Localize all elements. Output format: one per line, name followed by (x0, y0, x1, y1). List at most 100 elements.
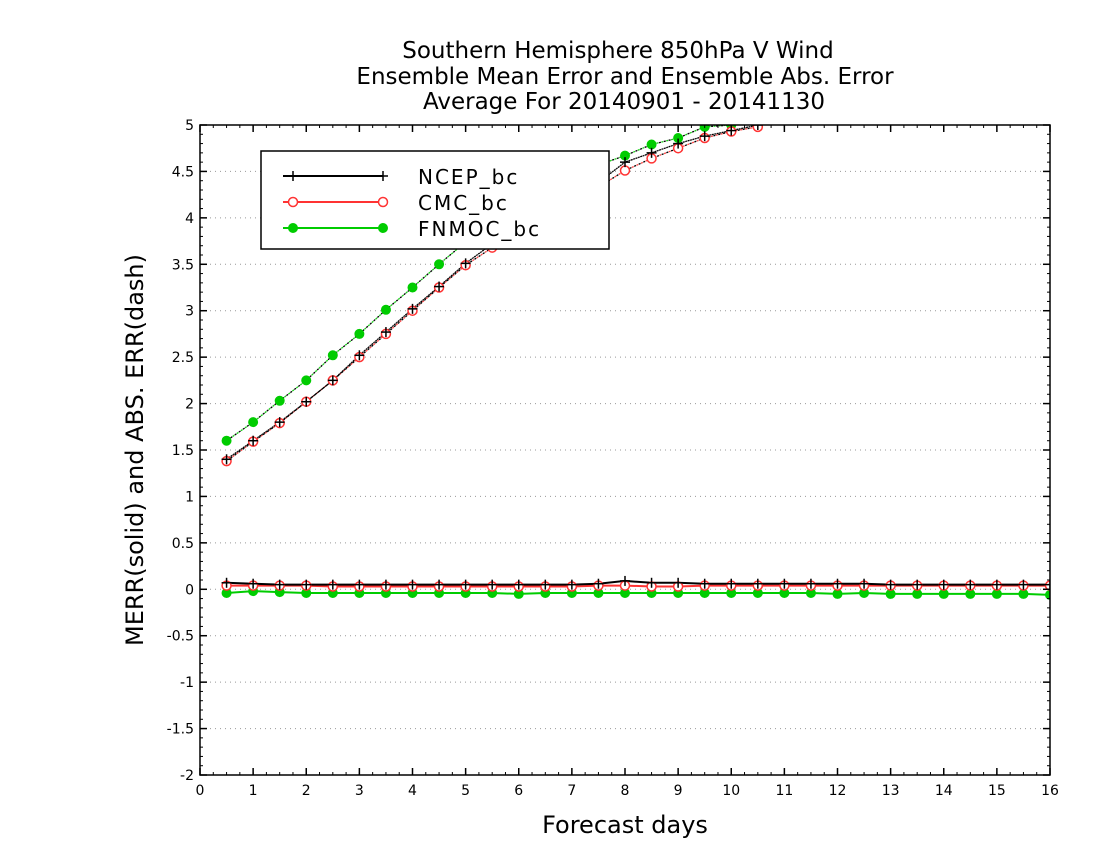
ncep_bc-abs-err-point (460, 258, 471, 269)
ncep_bc-merr-point (1018, 579, 1029, 590)
x-tick-label: 9 (674, 783, 683, 799)
x-tick-label: 6 (514, 783, 523, 799)
x-tick-label: 11 (775, 783, 793, 799)
ncep_bc-abs-err-point (327, 375, 338, 386)
ncep_bc-merr-point (965, 579, 976, 590)
ncep_bc-merr-point (752, 578, 763, 589)
y-tick-label: 1 (185, 489, 194, 505)
ncep_bc-merr-point (354, 579, 365, 590)
x-tick-label: 15 (988, 783, 1006, 799)
legend-marker (378, 223, 388, 233)
fnmoc_bc-abs-err-point (274, 395, 285, 406)
ncep_bc-merr-point (673, 577, 684, 588)
legend-marker (287, 196, 299, 208)
title-line-2: Ensemble Mean Error and Ensemble Abs. Er… (356, 64, 894, 90)
ncep_bc-abs-err-point (646, 147, 657, 158)
fnmoc_bc-merr-point (1045, 589, 1050, 600)
fnmoc_bc-abs-err-line (226, 125, 732, 442)
ncep_bc-merr-point (327, 579, 338, 590)
y-tick-label: -1 (180, 675, 194, 691)
ncep_bc-merr-point (885, 579, 896, 590)
fnmoc_bc-abs-err-point (646, 139, 657, 150)
ncep_bc-merr-point (938, 579, 949, 590)
legend-box (260, 150, 610, 250)
y-tick-label: 5 (185, 118, 194, 134)
x-tick-label: 0 (196, 783, 205, 799)
x-tick-label: 16 (1041, 783, 1059, 799)
cmc_bc-merr-point (1044, 580, 1050, 591)
ncep_bc-merr-point (646, 577, 657, 588)
y-tick-label: 4.5 (172, 164, 194, 180)
ncep_bc-merr-point (407, 579, 418, 590)
y-tick-label: 3.5 (172, 257, 194, 273)
ncep_bc-abs-err-point (221, 454, 232, 465)
ncep_bc-abs-err-point (354, 350, 365, 361)
series-markers (221, 125, 1050, 600)
legend-marker (288, 171, 298, 181)
ncep_bc-abs-err-point (248, 435, 259, 446)
ncep_bc-merr-point (991, 579, 1002, 590)
ncep_bc-merr-line (226, 579, 1050, 586)
ncep_bc-abs-err-point (699, 131, 710, 142)
ncep_bc-merr-point (434, 579, 445, 590)
cmc_bc-merr-line (226, 584, 1050, 588)
x-tick-label: 3 (355, 783, 364, 799)
x-tick-label: 10 (722, 783, 740, 799)
ncep_bc-merr-point (513, 579, 524, 590)
y-tick-label: 2 (185, 397, 194, 413)
legend-label: NCEP_bc (418, 165, 519, 189)
legend-marker (378, 171, 388, 181)
x-tick-label: 12 (829, 783, 847, 799)
ncep_bc-merr-point (832, 578, 843, 589)
legend-entry-cmc-bc: CMC_bc (283, 191, 507, 215)
ncep_bc-merr-point (566, 579, 577, 590)
ncep_bc-abs-err-point (434, 281, 445, 292)
x-tick-label: 14 (935, 783, 953, 799)
fnmoc_bc-abs-err-point (221, 435, 232, 446)
ncep_bc-merr-point (540, 579, 551, 590)
y-tick-label: 0.5 (172, 536, 194, 552)
legend-marker (377, 196, 389, 208)
title-line-3: Average For 20140901 - 20141130 (423, 89, 825, 115)
legend-entry-fnmoc-bc: FNMOC_bc (283, 217, 541, 241)
ncep_bc-abs-err-point (407, 303, 418, 314)
ncep_bc-abs-err-line (226, 125, 758, 460)
ncep_bc-merr-point (487, 579, 498, 590)
cmc_bc-abs-err-line-color (226, 126, 758, 462)
y-tick-label: -2 (180, 768, 194, 784)
legend-marker (288, 223, 298, 233)
ncep_bc-merr-point (593, 578, 604, 589)
ncep_bc-abs-err-point (274, 417, 285, 428)
x-tick-label: 4 (408, 783, 417, 799)
ncep_bc-merr-point (779, 578, 790, 589)
fnmoc_bc-abs-err-point (301, 375, 312, 386)
ncep_bc-merr-point (460, 579, 471, 590)
ncep_bc-merr-point (301, 579, 312, 590)
x-tick-label: 5 (461, 783, 470, 799)
x-tick-label: 7 (567, 783, 576, 799)
ncep_bc-merr-point (274, 579, 285, 590)
y-tick-label: 0 (185, 582, 194, 598)
y-tick-label: 1.5 (172, 443, 194, 459)
y-tick-label: -1.5 (167, 722, 194, 738)
y-tick-label: 3 (185, 304, 194, 320)
fnmoc_bc-abs-err-point (434, 259, 445, 270)
ncep_bc-merr-point (726, 578, 737, 589)
legend-label: FNMOC_bc (418, 217, 541, 241)
fnmoc_bc-abs-err-point (354, 328, 365, 339)
ncep_bc-merr-point (248, 578, 259, 589)
ncep_bc-merr-point (380, 579, 391, 590)
x-tick-label: 2 (302, 783, 311, 799)
x-tick-label: 8 (621, 783, 630, 799)
x-axis-label: Forecast days (542, 811, 708, 839)
ncep_bc-merr-point (221, 577, 232, 588)
grid (200, 170, 1050, 730)
ncep_bc-abs-err-point (620, 157, 630, 168)
fnmoc_bc-abs-err-point (327, 350, 338, 361)
chart-title: Southern Hemisphere 850hPa V Wind Ensemb… (356, 38, 894, 115)
cmc_bc-abs-err-point (619, 165, 631, 176)
ncep_bc-merr-point (1045, 579, 1050, 590)
ncep_bc-merr-point (912, 579, 923, 590)
